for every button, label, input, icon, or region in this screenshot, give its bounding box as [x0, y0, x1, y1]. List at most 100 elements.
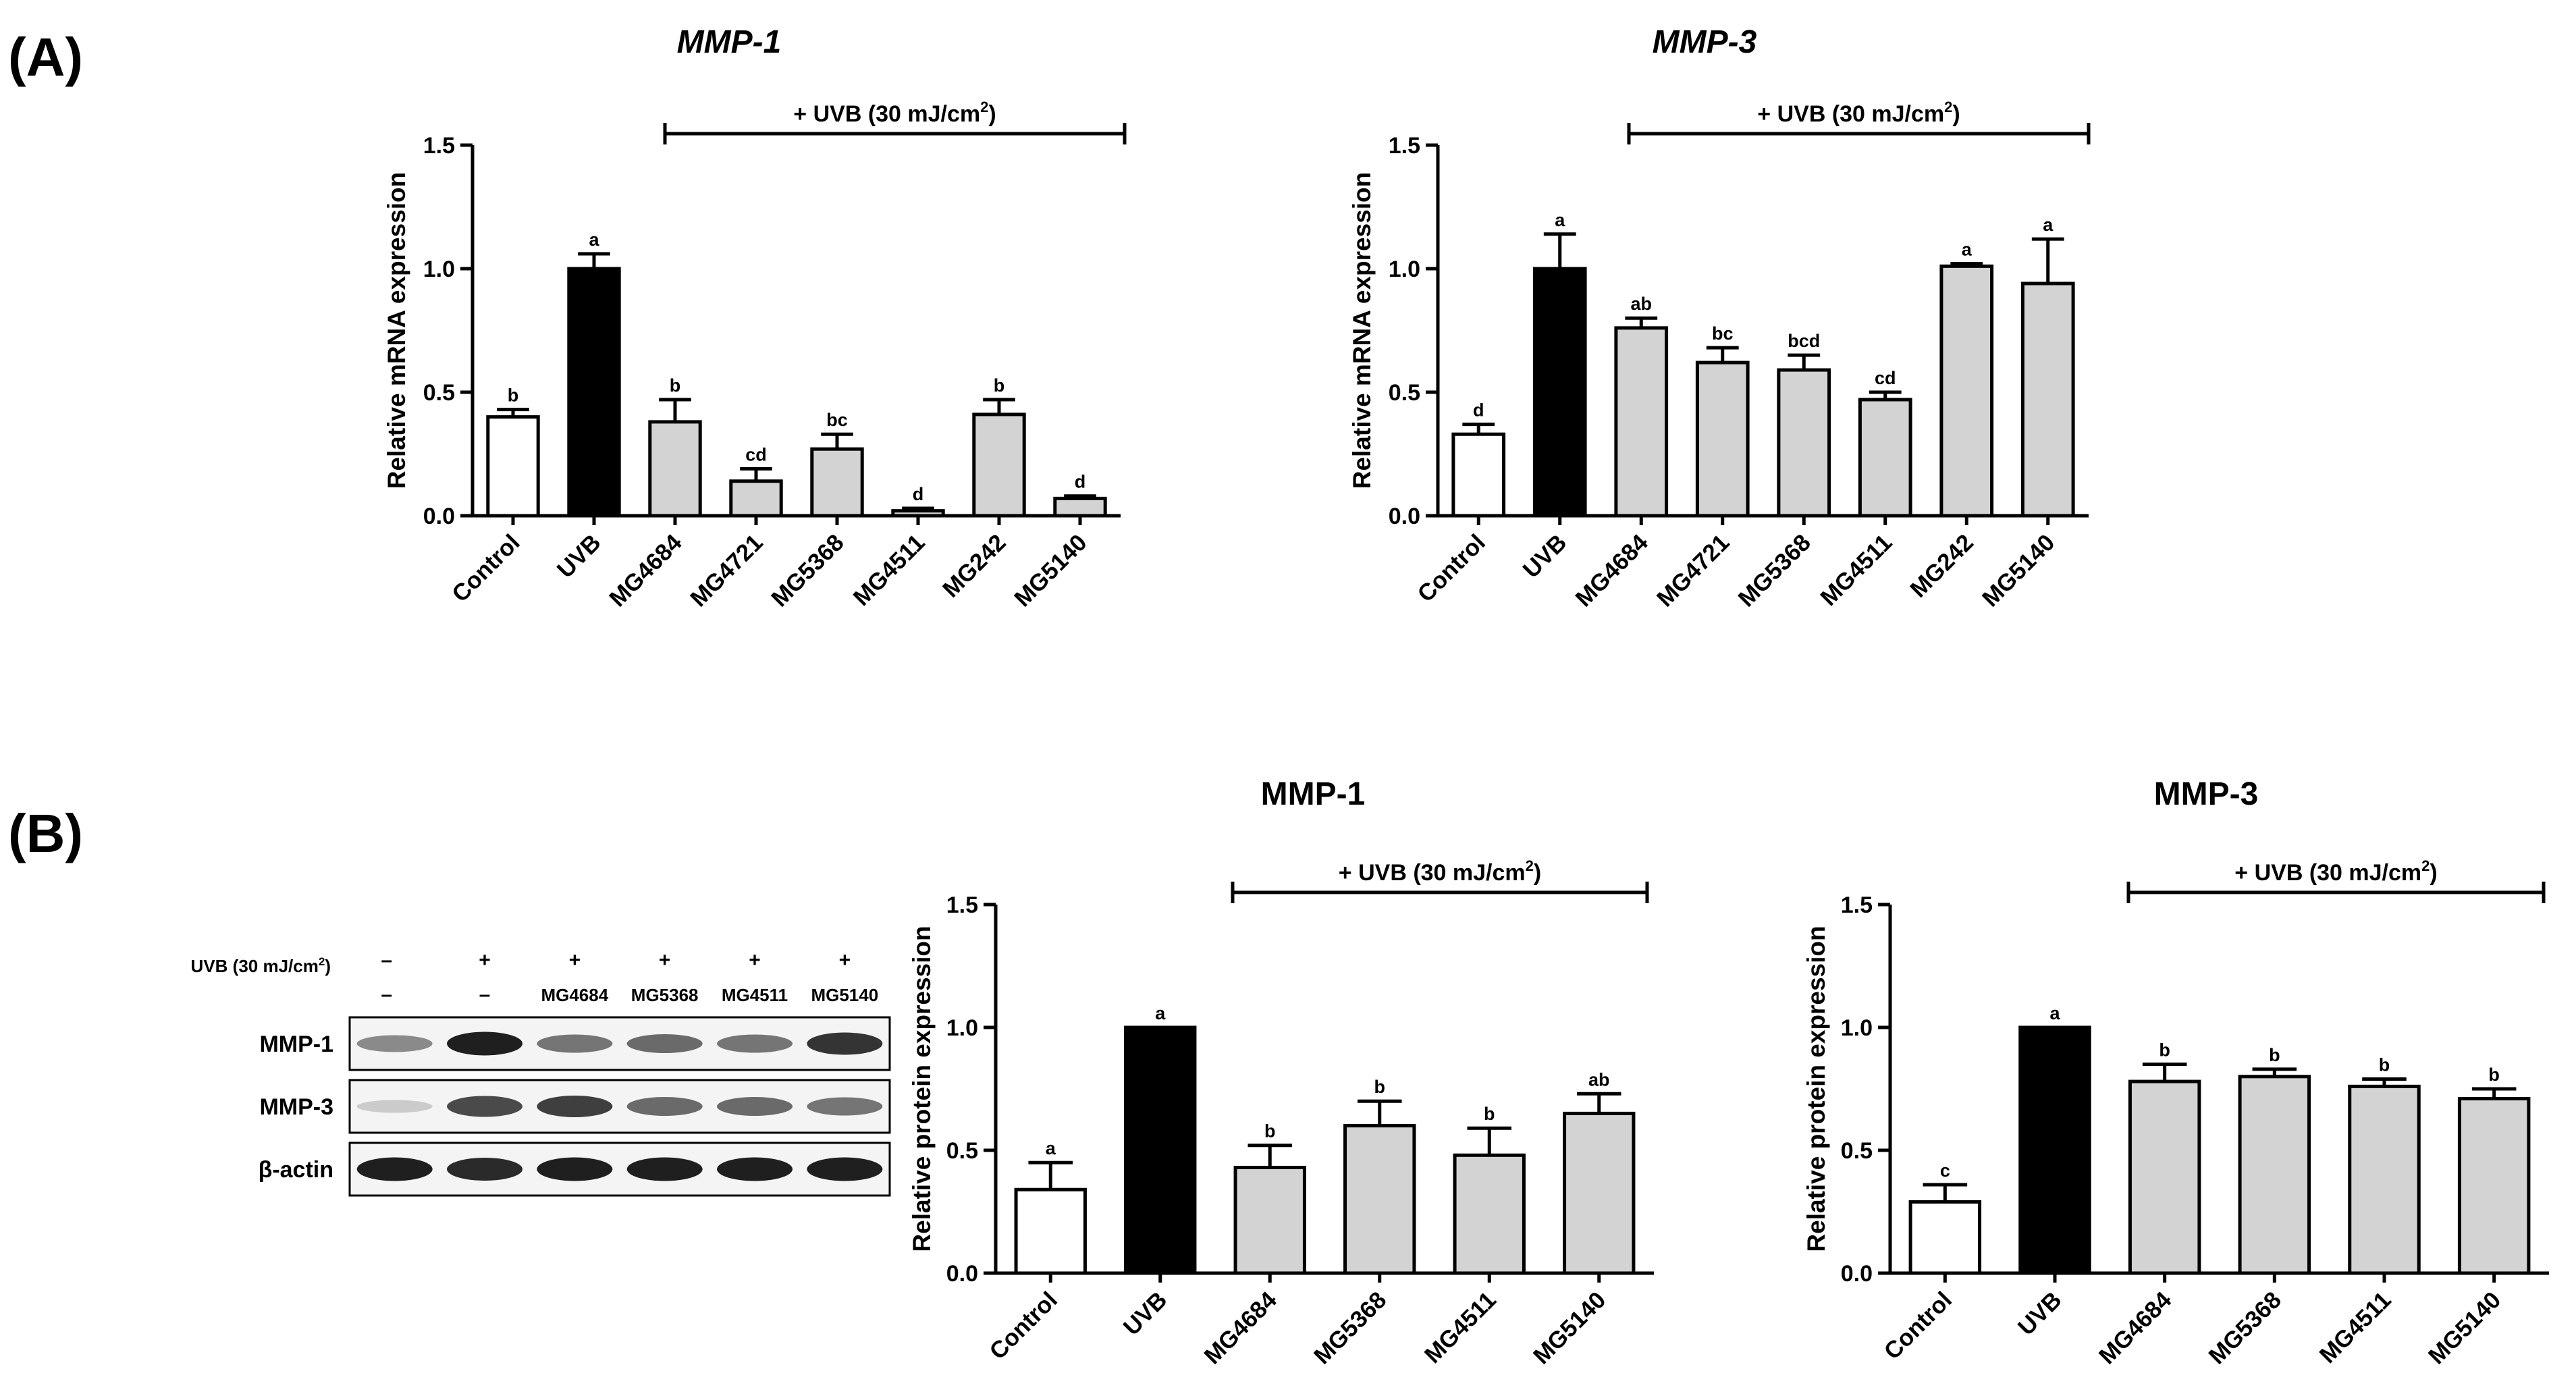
- y-tick-label: 0.5: [423, 380, 455, 406]
- y-tick-label: 1.5: [1389, 133, 1420, 159]
- significance-label: d: [1473, 400, 1484, 421]
- y-axis-label: Relative protein expression: [908, 925, 936, 1252]
- significance-label: a: [2043, 215, 2054, 235]
- significance-label: a: [1555, 210, 1565, 230]
- chart-a-mmp3-mrna: MMP-3 + UVB (30 mJ/cm2) 0.0 0.5 1.0 1.5 Relati…: [1348, 24, 2091, 612]
- category-label: Control: [1412, 529, 1491, 608]
- category-label: UVB: [2013, 1287, 2067, 1341]
- chart-title: MMP-3: [1653, 24, 1757, 60]
- significance-label: c: [1940, 1160, 1950, 1181]
- bar-mg5368: [1777, 368, 1831, 518]
- significance-label: b: [994, 375, 1005, 396]
- significance-label: b: [2379, 1054, 2390, 1075]
- blot-band: [717, 1034, 793, 1053]
- y-tick-label: 1.0: [946, 1015, 978, 1041]
- bar-mg4721: [729, 479, 783, 518]
- blot-band: [807, 1097, 883, 1116]
- significance-label: bcd: [1788, 331, 1820, 351]
- significance-label: b: [508, 385, 519, 406]
- category-label: MG4511: [1815, 529, 1897, 611]
- y-tick-label: 0.0: [946, 1261, 978, 1287]
- treatment-label: + UVB (30 mJ/cm2): [793, 99, 996, 127]
- category-label: MG4511: [849, 529, 930, 611]
- western-blot: UVB (30 mJ/cm2) – + + + + + – – MG4684 MG5368 MG451…: [191, 949, 891, 1197]
- category-label: MG4684: [1570, 529, 1653, 612]
- chart-b-mmp3-protein: MMP-3 + UVB (30 mJ/cm2) 0.0 0.5 1.0 1.5 Relati…: [1802, 776, 2549, 1370]
- chart-title: MMP-1: [677, 24, 782, 60]
- blot-sample-label: MG4684: [541, 985, 608, 1005]
- y-axis-label: Relative mRNA expression: [1348, 172, 1376, 489]
- bar-control: [1014, 1187, 1087, 1275]
- blot-membrane: [348, 1016, 891, 1071]
- category-label: UVB: [1119, 1287, 1173, 1341]
- significance-label: a: [1046, 1138, 1056, 1158]
- blot-band: [447, 1096, 522, 1117]
- bar-mg5140: [2020, 281, 2075, 518]
- blot-uvb-sign: +: [479, 949, 491, 971]
- bar-control: [1908, 1200, 1982, 1275]
- panel-b-label: (B): [8, 803, 83, 863]
- bar-uvb: [1532, 267, 1587, 518]
- category-label: MG5140: [1977, 529, 2060, 612]
- blot-band: [537, 1096, 613, 1117]
- significance-label: b: [2159, 1040, 2170, 1061]
- blot-row-label: β-actin: [259, 1157, 333, 1183]
- chart-title: MMP-1: [1261, 776, 1366, 812]
- category-label: MG5140: [1009, 529, 1092, 612]
- bar-uvb: [2018, 1025, 2091, 1275]
- chart-a-mmp1-mrna: MMP-1 + UVB (30 mJ/cm2) 0.0 0.5 1.0 1.5 Relati…: [383, 24, 1127, 612]
- significance-label: ab: [1630, 294, 1652, 314]
- bar-uvb: [567, 267, 621, 518]
- significance-label: a: [589, 230, 599, 250]
- blot-membrane: [348, 1079, 891, 1134]
- significance-label: b: [1374, 1077, 1386, 1097]
- y-tick-label: 1.5: [1841, 892, 1873, 918]
- bar-uvb: [1124, 1025, 1197, 1275]
- category-label: Control: [984, 1287, 1063, 1365]
- blot-band: [626, 1034, 703, 1053]
- blot-band: [717, 1097, 793, 1116]
- bar-mg5368: [810, 447, 864, 518]
- blot-band: [447, 1031, 522, 1056]
- panel-a-label: (A): [8, 27, 83, 87]
- significance-label: b: [1264, 1121, 1276, 1142]
- bar-mg4511: [2348, 1084, 2421, 1275]
- bar-mg242: [1939, 264, 1994, 518]
- bar-mg4684: [1233, 1165, 1306, 1275]
- bar-mg4721: [1695, 360, 1750, 518]
- y-tick-label: 0.5: [946, 1138, 978, 1164]
- category-label: Control: [1879, 1287, 1957, 1365]
- y-axis-label: Relative mRNA expression: [383, 172, 410, 489]
- significance-label: a: [1962, 240, 1973, 260]
- blot-sample-label: MG5140: [811, 985, 878, 1005]
- bar-mg4511: [1858, 398, 1912, 518]
- blot-uvb-sign: +: [659, 949, 671, 971]
- treatment-label: + UVB (30 mJ/cm2): [2234, 857, 2437, 886]
- y-axis-label: Relative protein expression: [1802, 925, 1830, 1252]
- category-label: MG4511: [2315, 1287, 2396, 1368]
- blot-band: [537, 1034, 613, 1053]
- blot-band: [356, 1035, 433, 1052]
- y-tick-label: 1.5: [423, 133, 455, 159]
- category-label: MG4511: [1420, 1287, 1501, 1368]
- blot-uvb-label: UVB (30 mJ/cm2): [191, 955, 331, 976]
- significance-label: b: [670, 375, 681, 396]
- category-label: MG5368: [1309, 1287, 1392, 1370]
- blot-uvb-sign: +: [569, 949, 581, 971]
- bar-mg5140: [1563, 1111, 1636, 1275]
- category-label: MG4684: [1199, 1287, 1282, 1370]
- category-label: MG5368: [766, 529, 849, 612]
- y-tick-label: 0.0: [1389, 504, 1420, 529]
- bar-mg4511: [1453, 1153, 1526, 1275]
- significance-label: cd: [745, 444, 767, 464]
- category-label: MG5368: [2203, 1287, 2286, 1370]
- bar-mg5368: [2238, 1075, 2311, 1275]
- y-tick-label: 0.0: [423, 504, 455, 529]
- bar-mg5140: [2457, 1097, 2531, 1275]
- category-label: MG242: [938, 529, 1011, 603]
- blot-band: [807, 1032, 883, 1055]
- blot-sample-label: MG5368: [631, 985, 699, 1005]
- y-tick-label: 1.5: [946, 892, 978, 918]
- treatment-label: + UVB (30 mJ/cm2): [1339, 857, 1541, 886]
